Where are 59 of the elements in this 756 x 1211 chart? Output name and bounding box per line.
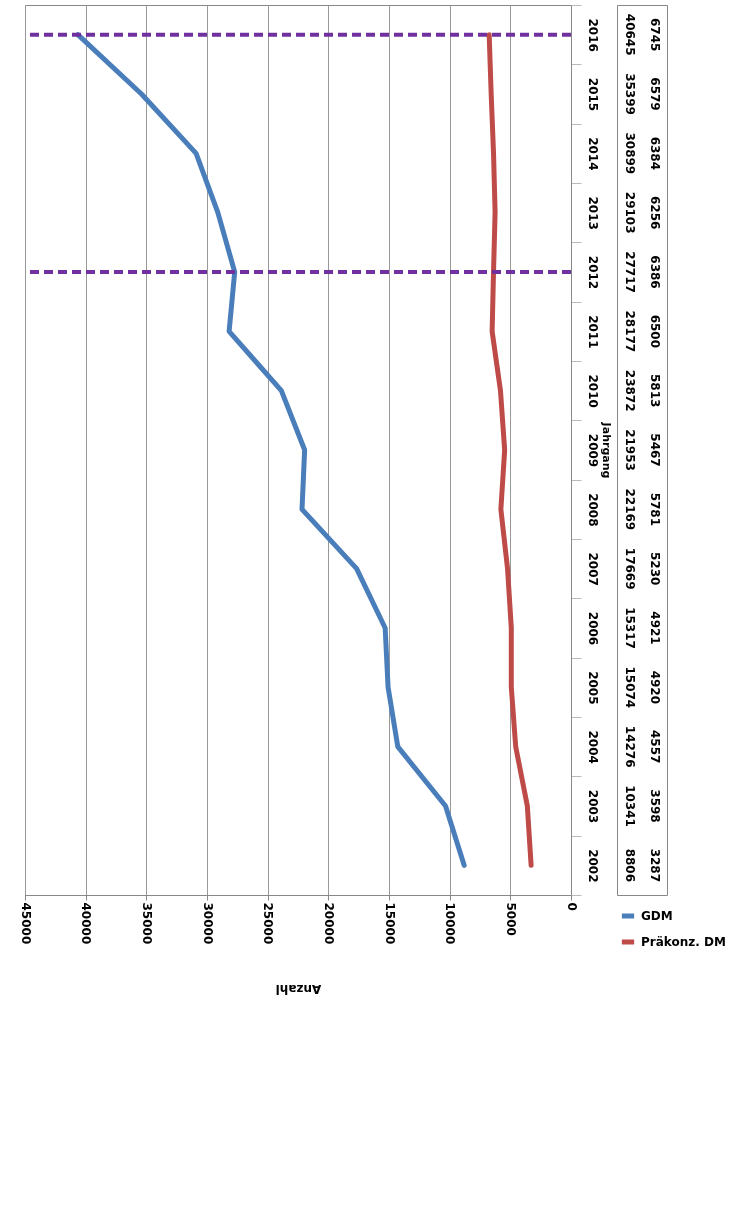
x-tick-label: 15000 xyxy=(382,902,397,945)
data-label: 17669 xyxy=(622,547,637,590)
data-label: 6500 xyxy=(647,314,662,349)
y-tick-label: 2011 xyxy=(585,315,600,349)
x-tick-label: 5000 xyxy=(503,902,518,936)
data-label: 5467 xyxy=(647,433,662,467)
data-label: 15317 xyxy=(622,607,637,649)
data-label: 27717 xyxy=(622,251,637,293)
x-tick-label: 40000 xyxy=(79,902,94,945)
x-tick-label: 10000 xyxy=(443,902,458,945)
data-label: 3287 xyxy=(647,848,662,883)
y-tick-label: 2004 xyxy=(585,730,600,764)
y-tick-label: 2008 xyxy=(585,493,600,527)
y-tick-label: 2009 xyxy=(585,433,600,468)
y-tick-label: 2007 xyxy=(585,552,600,586)
data-label: 21953 xyxy=(622,429,637,471)
data-label: 6579 xyxy=(647,77,662,111)
y-tick-label: 2014 xyxy=(585,137,600,171)
data-label: 4920 xyxy=(647,670,662,705)
y-tick-label: 2002 xyxy=(585,849,600,883)
y-tick-label: 2005 xyxy=(585,671,600,705)
y-tick-label: 2016 xyxy=(585,18,600,52)
data-label: 6384 xyxy=(647,136,662,171)
data-label: 3598 xyxy=(647,789,662,823)
data-label: 30899 xyxy=(622,132,637,175)
data-label: 40645 xyxy=(622,13,637,56)
x-axis-title: Anzahl xyxy=(275,982,322,997)
data-label: 10341 xyxy=(622,785,637,827)
data-label: 22169 xyxy=(622,488,637,531)
legend-label: GDM xyxy=(641,909,673,923)
data-label: 6256 xyxy=(647,195,662,230)
data-label: 4557 xyxy=(647,729,662,764)
x-tick-label: 30000 xyxy=(200,902,215,945)
legend-label: Präkonz. DM xyxy=(641,935,726,949)
data-label: 29103 xyxy=(622,191,637,234)
x-tick-label: 20000 xyxy=(321,902,336,945)
data-label: 6386 xyxy=(647,255,662,289)
y-tick-label: 2003 xyxy=(585,789,600,824)
y-tick-label: 2012 xyxy=(585,255,600,290)
data-label: 8806 xyxy=(622,848,637,883)
data-label: 5813 xyxy=(647,373,662,408)
data-label: 4921 xyxy=(647,611,662,645)
x-tick-label: 45000 xyxy=(18,902,33,945)
data-label: 14276 xyxy=(622,725,637,768)
data-label: 28177 xyxy=(622,310,637,353)
y-tick-label: 2013 xyxy=(585,196,600,230)
data-label: 5230 xyxy=(647,551,662,586)
data-label: 23872 xyxy=(622,369,637,412)
x-tick-label: 25000 xyxy=(261,902,276,945)
data-label: 6745 xyxy=(647,17,662,52)
x-tick-label: 35000 xyxy=(139,902,154,945)
y-tick-label: 2006 xyxy=(585,611,600,646)
data-label: 35399 xyxy=(622,73,637,115)
y-axis-title: Jahrgang xyxy=(599,421,613,479)
data-label: 5781 xyxy=(647,492,662,527)
y-tick-label: 2010 xyxy=(585,374,600,408)
data-label: 15074 xyxy=(622,666,637,709)
y-tick-label: 2015 xyxy=(585,77,600,112)
x-tick-label: 0 xyxy=(564,902,579,911)
